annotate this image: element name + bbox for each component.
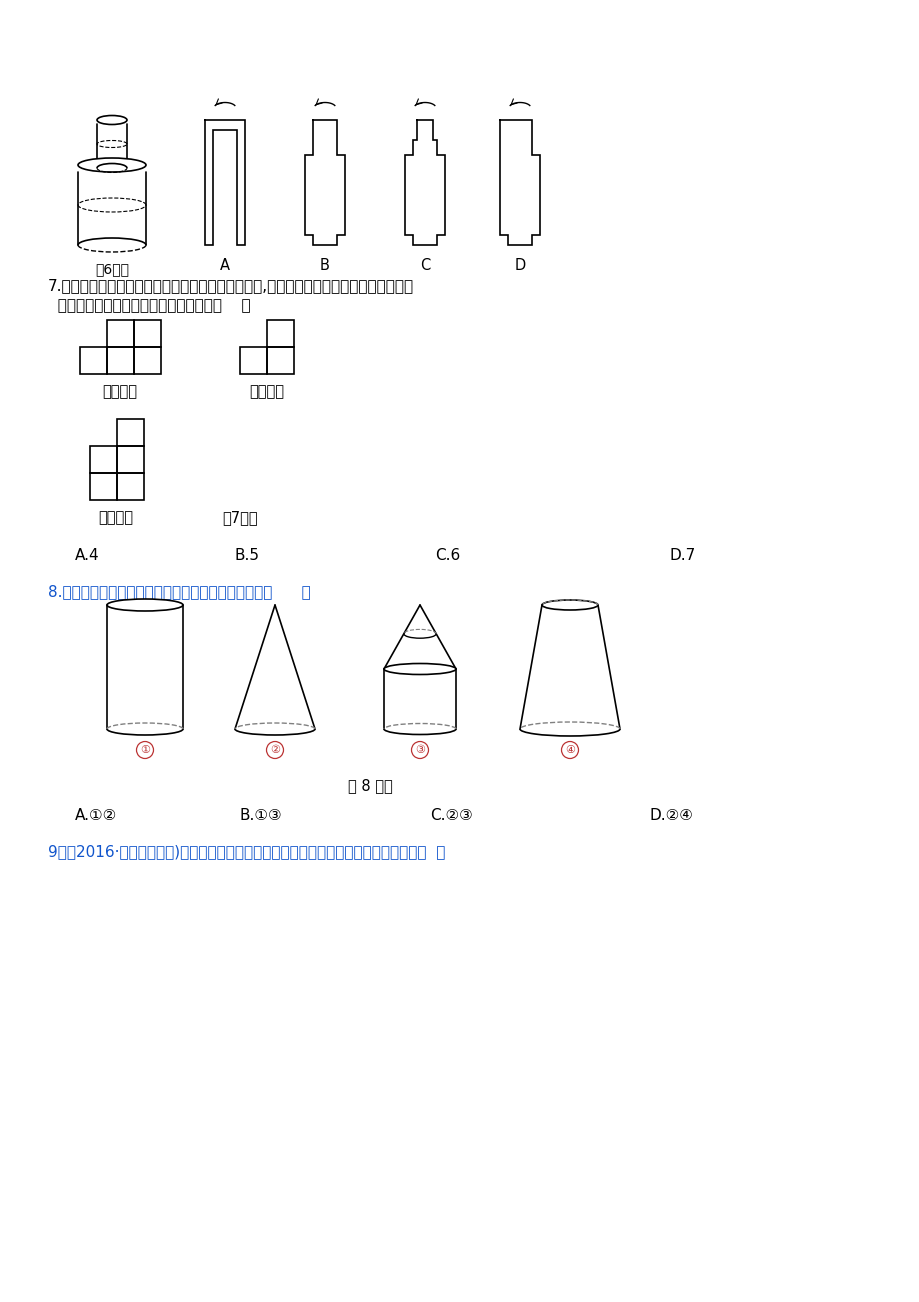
Text: ④: ④	[564, 745, 574, 755]
Text: C: C	[419, 258, 430, 273]
Bar	[267, 320, 294, 348]
Text: C.6: C.6	[435, 548, 460, 562]
Text: A.①②: A.①②	[75, 809, 117, 823]
Text: D.7: D.7	[669, 548, 696, 562]
Text: C.②③: C.②③	[429, 809, 472, 823]
Text: B.①③: B.①③	[240, 809, 282, 823]
Text: ②: ②	[269, 745, 279, 755]
Text: B: B	[320, 258, 330, 273]
Ellipse shape	[96, 116, 127, 125]
Bar	[134, 348, 161, 374]
Bar	[134, 320, 161, 348]
Text: 体构成，这些相同的小正方体的个数是（    ）: 体构成，这些相同的小正方体的个数是（ ）	[48, 298, 250, 312]
Bar	[107, 348, 134, 374]
Ellipse shape	[78, 158, 146, 172]
Text: D.②④: D.②④	[650, 809, 693, 823]
Bar	[117, 419, 144, 447]
Bar	[240, 348, 267, 374]
Ellipse shape	[541, 600, 597, 611]
Text: 7.如图是一个立体图形从三个不同方向看到的形状图,这个立体图形是由一些相同的小正方: 7.如图是一个立体图形从三个不同方向看到的形状图,这个立体图形是由一些相同的小正…	[48, 279, 414, 293]
Text: 从上面看: 从上面看	[98, 510, 133, 525]
Bar	[90, 447, 117, 473]
Text: B.5: B.5	[234, 548, 260, 562]
Text: 第 8 题图: 第 8 题图	[347, 779, 391, 793]
Text: 第7题图: 第7题图	[222, 510, 257, 525]
Text: 9．（2016·安徽中考改编)如图，一个放置在水平桌面上的圆柱，从正面看到的图形是（  ）: 9．（2016·安徽中考改编)如图，一个放置在水平桌面上的圆柱，从正面看到的图形…	[48, 844, 445, 859]
Text: D: D	[514, 258, 525, 273]
Bar	[90, 473, 117, 500]
Text: A.4: A.4	[75, 548, 99, 562]
Text: 从左面看: 从左面看	[249, 384, 284, 398]
Text: A: A	[220, 258, 230, 273]
Text: ①: ①	[140, 745, 150, 755]
Ellipse shape	[107, 599, 183, 611]
Text: 第6题图: 第6题图	[95, 262, 129, 276]
Bar	[80, 348, 107, 374]
Bar	[117, 473, 144, 500]
Bar	[267, 348, 294, 374]
Ellipse shape	[383, 664, 456, 674]
Text: 8.如图所示的几何体中，从上面看到的图形相同的是（      ）: 8.如图所示的几何体中，从上面看到的图形相同的是（ ）	[48, 585, 311, 599]
Text: 从正面看: 从正面看	[102, 384, 137, 398]
Bar	[117, 447, 144, 473]
Bar	[107, 320, 134, 348]
Text: ③: ③	[414, 745, 425, 755]
